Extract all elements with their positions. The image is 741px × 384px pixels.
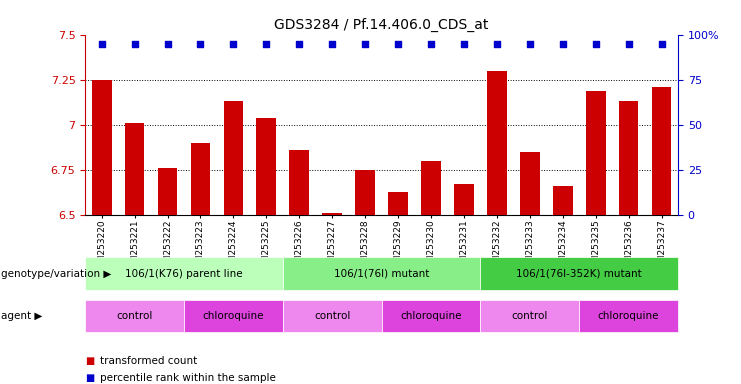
Text: 106/1(76I) mutant: 106/1(76I) mutant xyxy=(334,268,429,279)
Bar xyxy=(388,192,408,215)
Text: 106/1(K76) parent line: 106/1(K76) parent line xyxy=(125,268,243,279)
Point xyxy=(162,41,173,47)
Point xyxy=(195,41,207,47)
Point xyxy=(458,41,470,47)
Bar xyxy=(520,152,539,215)
Point xyxy=(425,41,437,47)
Text: control: control xyxy=(314,311,350,321)
Bar xyxy=(92,80,112,215)
Point xyxy=(326,41,338,47)
Bar xyxy=(553,186,573,215)
Point xyxy=(227,41,239,47)
Point xyxy=(622,41,634,47)
Point xyxy=(260,41,272,47)
Text: ■: ■ xyxy=(85,373,94,383)
Bar xyxy=(586,91,605,215)
Point xyxy=(293,41,305,47)
Bar xyxy=(322,213,342,215)
Text: ■: ■ xyxy=(85,356,94,366)
Bar xyxy=(454,184,473,215)
Bar xyxy=(224,101,243,215)
Bar xyxy=(190,143,210,215)
Point xyxy=(590,41,602,47)
Text: chloroquine: chloroquine xyxy=(203,311,264,321)
Text: genotype/variation ▶: genotype/variation ▶ xyxy=(1,268,111,279)
Point xyxy=(656,41,668,47)
Bar xyxy=(355,170,375,215)
Bar xyxy=(124,123,144,215)
Point xyxy=(524,41,536,47)
Point xyxy=(392,41,404,47)
Text: chloroquine: chloroquine xyxy=(400,311,462,321)
Point xyxy=(556,41,568,47)
Bar xyxy=(619,101,639,215)
Title: GDS3284 / Pf.14.406.0_CDS_at: GDS3284 / Pf.14.406.0_CDS_at xyxy=(274,18,489,32)
Text: agent ▶: agent ▶ xyxy=(1,311,42,321)
Bar xyxy=(651,87,671,215)
Point xyxy=(96,41,107,47)
Bar xyxy=(290,150,309,215)
Bar xyxy=(256,118,276,215)
Text: 106/1(76I-352K) mutant: 106/1(76I-352K) mutant xyxy=(516,268,642,279)
Text: control: control xyxy=(511,311,548,321)
Text: control: control xyxy=(116,311,153,321)
Bar xyxy=(487,71,507,215)
Text: chloroquine: chloroquine xyxy=(598,311,659,321)
Bar xyxy=(421,161,441,215)
Text: transformed count: transformed count xyxy=(100,356,197,366)
Bar xyxy=(158,168,177,215)
Point xyxy=(129,41,141,47)
Point xyxy=(359,41,371,47)
Text: percentile rank within the sample: percentile rank within the sample xyxy=(100,373,276,383)
Point xyxy=(491,41,503,47)
